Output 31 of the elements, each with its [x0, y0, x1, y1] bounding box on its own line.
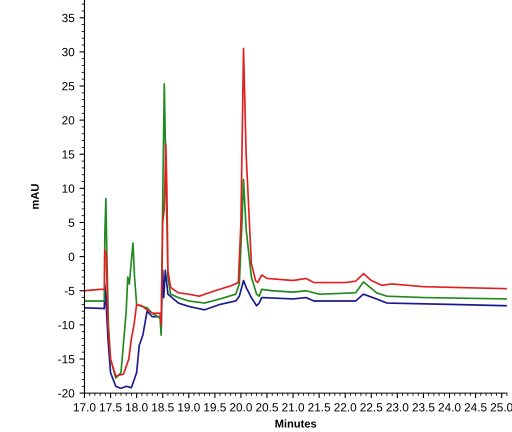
x-tick-label: 17.5 — [100, 403, 122, 412]
x-tick-label: 19.0 — [178, 403, 200, 412]
x-tick-label: 23.0 — [386, 403, 408, 412]
y-tick-label: 10 — [62, 184, 74, 193]
x-tick-label: 18.5 — [152, 403, 174, 412]
y-tick-label: 0 — [68, 252, 74, 262]
x-tick-label: 24.5 — [464, 403, 487, 412]
line-series — [84, 269, 507, 390]
x-tick-label: 21.0 — [282, 403, 304, 412]
x-tick-label: 18.0 — [126, 403, 148, 412]
y-tick-label: 5 — [68, 218, 74, 227]
y-tick-label: 20 — [62, 116, 74, 125]
y-tick-label: -5 — [64, 286, 74, 296]
x-tick-label: 19.5 — [204, 403, 226, 412]
y-tick-label: 35 — [62, 14, 74, 22]
x-tick-label: 23.5 — [412, 403, 434, 412]
x-tick-label: 22.5 — [360, 403, 382, 412]
y-tick-label: -15 — [58, 355, 74, 364]
y-tick-label: -20 — [58, 389, 74, 398]
y-tick-label: 15 — [62, 150, 74, 159]
y-tick-label: -10 — [58, 320, 74, 330]
x-tick-label: 24.0 — [438, 403, 461, 412]
x-tick-label: 20.5 — [256, 403, 278, 412]
x-tick-label: 20.0 — [230, 403, 252, 412]
y-tick-label: 30 — [62, 48, 74, 56]
y-axis-title: mAU — [31, 184, 39, 209]
x-axis-title: Minutes — [275, 419, 316, 428]
x-tick-label: 21.5 — [308, 403, 330, 412]
y-tick-label: 25 — [62, 82, 74, 90]
x-tick-label: 17.0 — [74, 403, 96, 412]
x-tick-label: 22.0 — [334, 403, 356, 412]
